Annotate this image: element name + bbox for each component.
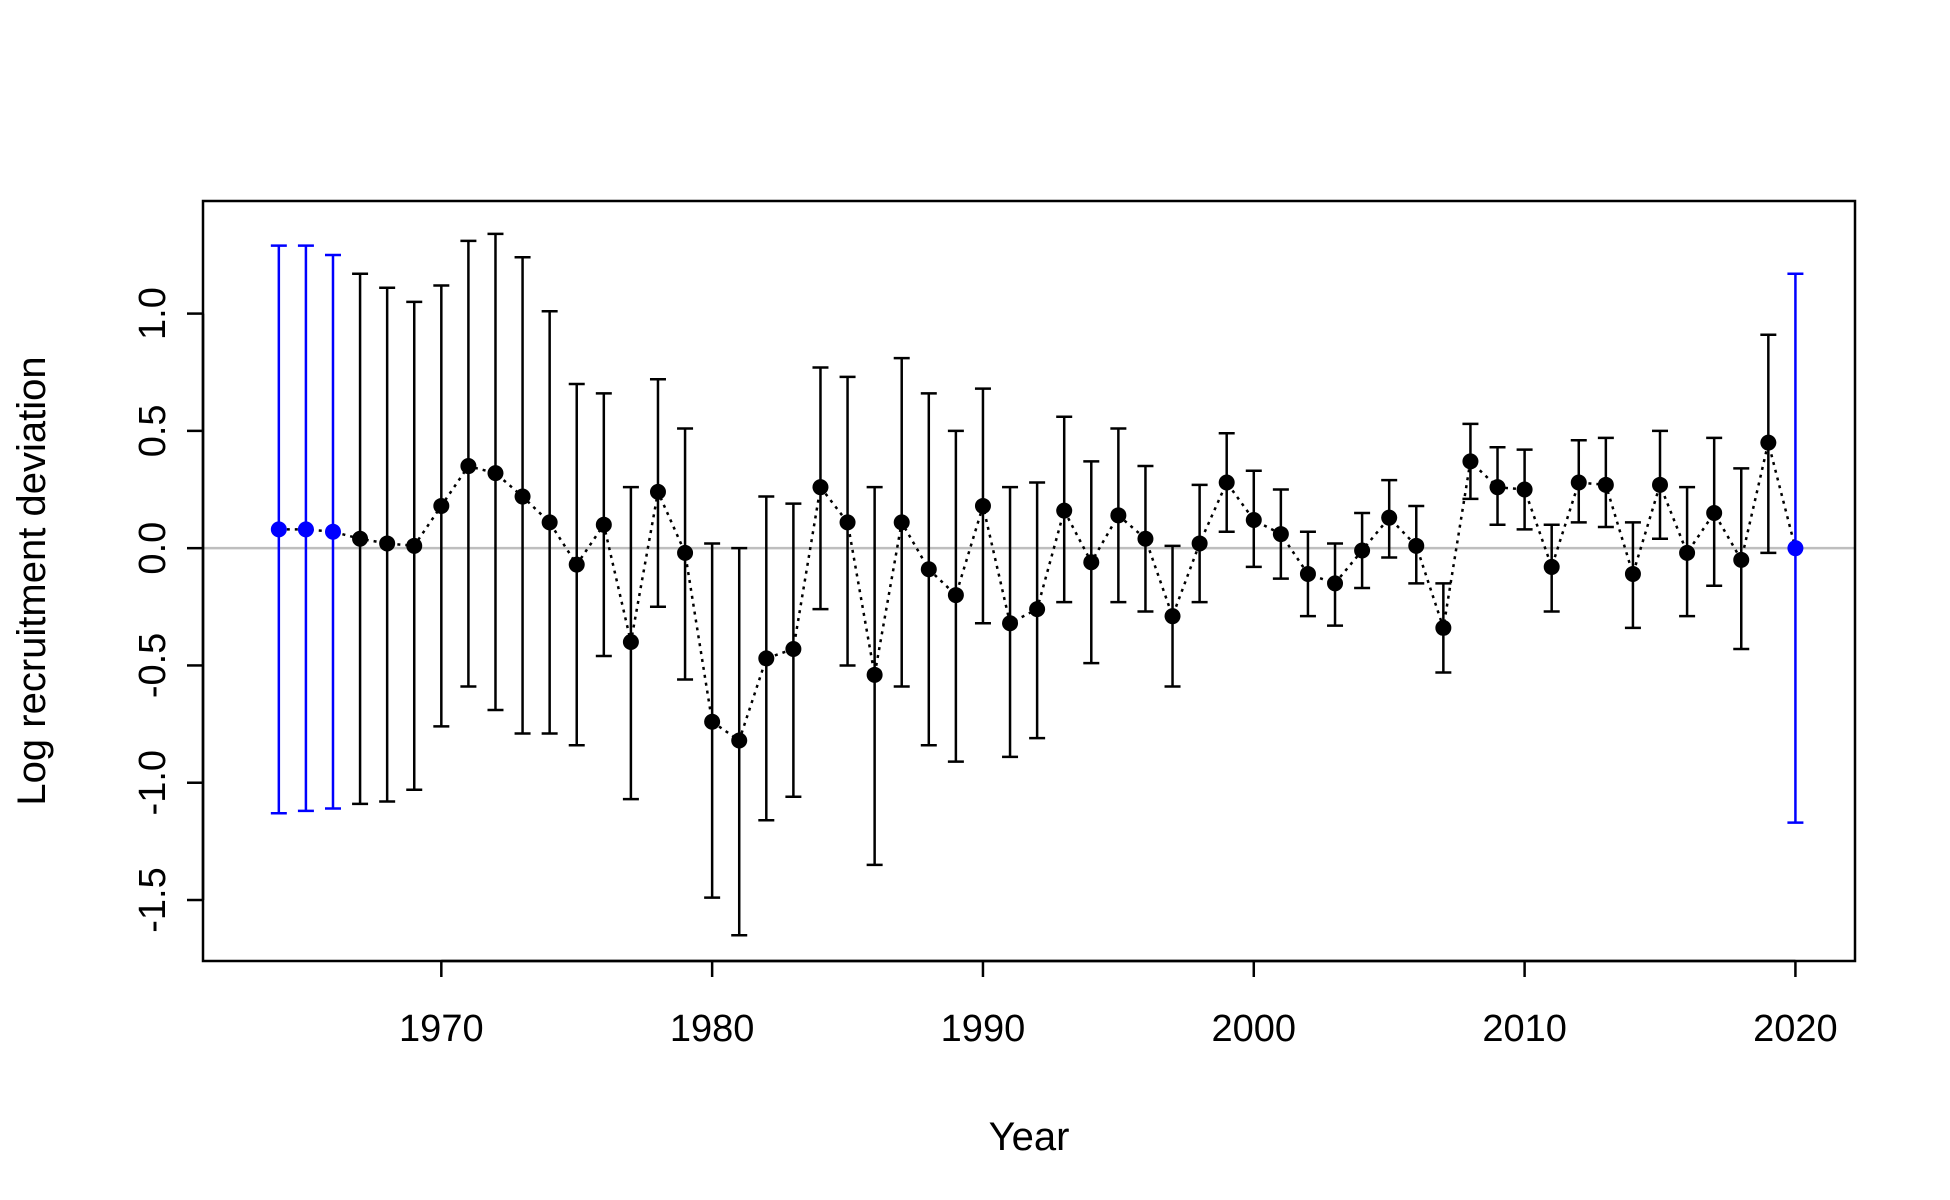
x-tick-label: 1980 — [670, 1008, 755, 1050]
data-point-2001 — [1272, 526, 1289, 543]
data-point-2000 — [1245, 512, 1262, 529]
data-point-2019 — [1760, 434, 1777, 451]
data-point-1976 — [595, 516, 612, 533]
x-tick-label: 1990 — [941, 1008, 1026, 1050]
data-point-1977 — [622, 633, 639, 650]
data-point-1985 — [839, 514, 856, 531]
data-point-2013 — [1597, 476, 1614, 493]
data-point-1974 — [541, 514, 558, 531]
data-point-1989 — [947, 587, 964, 604]
data-point-1975 — [568, 556, 585, 573]
plot-frame — [201, 199, 1857, 963]
data-point-2010 — [1516, 481, 1533, 498]
x-tick-label: 2020 — [1753, 1008, 1838, 1050]
data-point-1978 — [649, 483, 666, 500]
data-point-2004 — [1354, 542, 1371, 559]
data-point-2003 — [1327, 575, 1344, 592]
data-point-1986 — [866, 666, 883, 683]
data-point-2009 — [1489, 479, 1506, 496]
x-tick-label: 2000 — [1212, 1008, 1297, 1050]
y-tick-label: 0.0 — [132, 522, 174, 575]
data-point-2008 — [1462, 453, 1479, 470]
data-point-2007 — [1435, 619, 1452, 636]
data-point-1999 — [1218, 474, 1235, 491]
data-point-1967 — [352, 530, 369, 547]
data-point-2017 — [1706, 504, 1723, 521]
data-point-1992 — [1029, 601, 1046, 618]
x-axis: 1970 1980 1990 2000 2010 2020 — [399, 959, 1838, 1050]
data-point-1998 — [1191, 535, 1208, 552]
data-point-2011 — [1543, 558, 1560, 575]
y-axis-label: Log recruitment deviation — [10, 356, 54, 805]
y-tick-label: -1.5 — [132, 867, 174, 932]
data-point-1981 — [731, 732, 748, 749]
data-point-1966 — [324, 523, 341, 540]
data-point-1968 — [379, 535, 396, 552]
data-point-1996 — [1137, 530, 1154, 547]
data-point-2006 — [1408, 537, 1425, 554]
data-point-1988 — [920, 561, 937, 578]
data-point-2018 — [1733, 551, 1750, 568]
data-point-2020 — [1787, 540, 1804, 557]
data-point-1994 — [1083, 554, 1100, 571]
y-tick-label: 0.5 — [132, 404, 174, 457]
data-point-1979 — [677, 544, 694, 561]
x-tick-label: 1970 — [399, 1008, 484, 1050]
data-point-2005 — [1381, 509, 1398, 526]
x-tick-label: 2010 — [1482, 1008, 1567, 1050]
data-point-2014 — [1624, 565, 1641, 582]
y-axis: -1.5 -1.0 -0.5 0.0 0.5 1.0 — [132, 287, 205, 933]
data-point-1997 — [1164, 608, 1181, 625]
data-point-1987 — [893, 514, 910, 531]
x-axis-label: Year — [989, 1115, 1070, 1159]
data-point-1971 — [460, 458, 477, 475]
y-tick-label: -1.0 — [132, 750, 174, 815]
data-point-1982 — [758, 650, 775, 667]
data-point-1965 — [297, 521, 314, 538]
data-point-1995 — [1110, 507, 1127, 524]
y-tick-label: -0.5 — [132, 633, 174, 698]
y-tick-label: 1.0 — [132, 287, 174, 340]
series-layer — [270, 232, 1804, 937]
data-point-1983 — [785, 641, 802, 658]
data-point-1991 — [1002, 615, 1019, 632]
data-point-1990 — [974, 497, 991, 514]
data-point-2016 — [1679, 544, 1696, 561]
data-point-1969 — [406, 537, 423, 554]
data-point-1993 — [1056, 502, 1073, 519]
data-point-2012 — [1570, 474, 1587, 491]
data-point-2002 — [1299, 565, 1316, 582]
data-point-1970 — [433, 497, 450, 514]
data-point-1964 — [270, 521, 287, 538]
data-point-1984 — [812, 479, 829, 496]
data-point-2015 — [1652, 476, 1669, 493]
data-point-1980 — [704, 713, 721, 730]
data-point-1972 — [487, 465, 504, 482]
data-point-1973 — [514, 488, 531, 505]
